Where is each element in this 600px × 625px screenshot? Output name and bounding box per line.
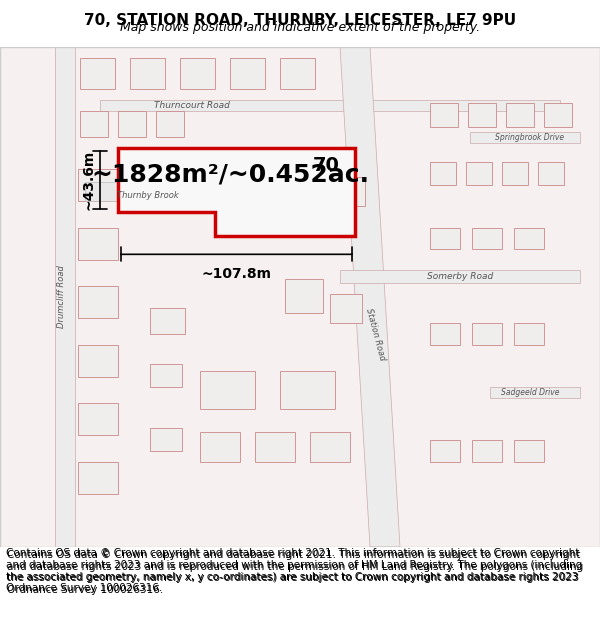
- Bar: [280, 371, 335, 409]
- Text: Springbrook Drive: Springbrook Drive: [496, 132, 565, 142]
- Bar: [514, 324, 544, 345]
- Text: Drumcliff Road: Drumcliff Road: [58, 266, 67, 328]
- Bar: [78, 345, 118, 377]
- Bar: [150, 364, 182, 388]
- Bar: [230, 58, 265, 89]
- Bar: [180, 58, 215, 89]
- Text: Map shows position and indicative extent of the property.: Map shows position and indicative extent…: [120, 21, 480, 34]
- Bar: [506, 103, 534, 127]
- Bar: [466, 162, 492, 185]
- Bar: [430, 228, 460, 249]
- Bar: [514, 228, 544, 249]
- Bar: [502, 162, 528, 185]
- Bar: [150, 308, 185, 334]
- Bar: [472, 228, 502, 249]
- Polygon shape: [470, 132, 580, 142]
- Text: ~1828m²/~0.452ac.: ~1828m²/~0.452ac.: [91, 162, 369, 186]
- Bar: [78, 169, 118, 201]
- Bar: [430, 162, 456, 185]
- Bar: [200, 371, 255, 409]
- Bar: [156, 111, 184, 138]
- Bar: [472, 324, 502, 345]
- Bar: [80, 111, 108, 138]
- Polygon shape: [340, 47, 400, 547]
- Text: ~107.8m: ~107.8m: [202, 267, 271, 281]
- Bar: [80, 58, 115, 89]
- Bar: [78, 228, 118, 259]
- Bar: [130, 58, 165, 89]
- Bar: [78, 286, 118, 318]
- Bar: [150, 428, 182, 451]
- Text: Somerby Road: Somerby Road: [427, 272, 493, 281]
- Bar: [330, 177, 365, 206]
- Bar: [544, 103, 572, 127]
- Bar: [78, 462, 118, 494]
- Bar: [310, 432, 350, 462]
- Bar: [472, 441, 502, 462]
- Polygon shape: [340, 270, 580, 283]
- Text: Sadgeeld Drive: Sadgeeld Drive: [501, 388, 559, 397]
- Bar: [430, 441, 460, 462]
- Bar: [330, 294, 362, 324]
- Text: 70, STATION ROAD, THURNBY, LEICESTER, LE7 9PU: 70, STATION ROAD, THURNBY, LEICESTER, LE…: [84, 13, 516, 28]
- Polygon shape: [490, 388, 580, 398]
- Bar: [255, 432, 295, 462]
- Bar: [430, 103, 458, 127]
- Bar: [200, 432, 240, 462]
- Text: ~43.6m: ~43.6m: [81, 150, 95, 210]
- Bar: [285, 174, 325, 206]
- Bar: [430, 324, 460, 345]
- Text: Contains OS data © Crown copyright and database right 2021. This information is : Contains OS data © Crown copyright and d…: [7, 550, 583, 595]
- Bar: [85, 182, 165, 201]
- Bar: [78, 403, 118, 435]
- Bar: [514, 441, 544, 462]
- Polygon shape: [55, 47, 75, 547]
- Bar: [285, 279, 323, 313]
- Text: Contains OS data © Crown copyright and database right 2021. This information is : Contains OS data © Crown copyright and d…: [6, 549, 582, 593]
- Text: Thurncourt Road: Thurncourt Road: [154, 101, 230, 110]
- Text: 70: 70: [313, 156, 340, 176]
- Polygon shape: [100, 100, 560, 111]
- Polygon shape: [118, 148, 355, 236]
- Bar: [468, 103, 496, 127]
- Text: Station Road: Station Road: [364, 307, 386, 361]
- Bar: [280, 58, 315, 89]
- Bar: [538, 162, 564, 185]
- Text: Thurnby Brook: Thurnby Brook: [117, 191, 179, 200]
- Bar: [118, 111, 146, 138]
